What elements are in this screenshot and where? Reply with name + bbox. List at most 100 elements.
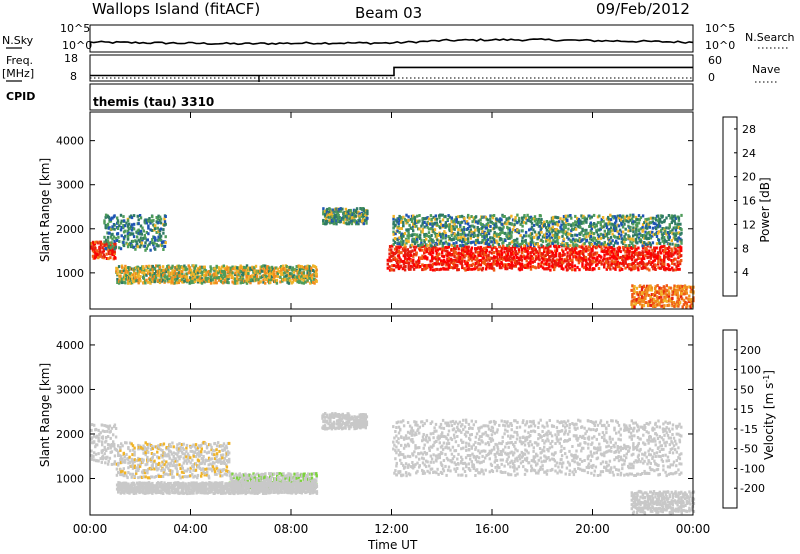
echo-cell [151, 264, 154, 268]
echo-cell [673, 219, 676, 223]
echo-cell [504, 239, 507, 242]
echo-cell [465, 264, 469, 268]
echo-cell [436, 233, 439, 237]
echo-cell [626, 246, 629, 249]
echo-cell [142, 276, 146, 280]
echo-cell [452, 220, 455, 224]
echo-cell [643, 262, 646, 266]
echo-cell [582, 257, 586, 261]
echo-cell [646, 292, 649, 296]
echo-cell [457, 268, 460, 272]
echo-cell [388, 248, 392, 252]
echo-cell [585, 267, 589, 270]
echo-cell [121, 469, 124, 473]
echo-cell [515, 259, 519, 263]
echo-cell [448, 215, 452, 219]
echo-cell [132, 214, 136, 218]
echo-cell [101, 246, 104, 250]
echo-cell [660, 262, 663, 266]
echo-cell [337, 214, 340, 217]
echo-cell [620, 233, 623, 237]
echo-cell [110, 462, 114, 466]
echo-cell [140, 457, 144, 461]
echo-cell [588, 252, 592, 256]
echo-cell [614, 260, 618, 264]
echo-cell [500, 218, 503, 222]
echo-cell [483, 215, 486, 219]
echo-cell [508, 248, 511, 252]
echo-cell [131, 458, 135, 462]
echo-cell [551, 265, 555, 269]
echo-cell [605, 267, 608, 271]
echo-cell [426, 225, 429, 229]
echo-cell [200, 281, 204, 285]
echo-cell [619, 250, 622, 254]
echo-cell [122, 275, 126, 279]
echo-cell [680, 246, 683, 250]
echo-cell [130, 214, 133, 218]
echo-cell [609, 256, 612, 260]
echo-cell [585, 228, 588, 232]
echo-cell [296, 280, 299, 284]
echo-cell [516, 261, 519, 265]
echo-cell [173, 464, 176, 468]
echo-cell [603, 244, 606, 248]
echo-cell [388, 252, 391, 256]
echo-cell [477, 268, 480, 272]
echo-cell [404, 265, 407, 268]
echo-cell [650, 298, 654, 302]
echo-cell [652, 305, 655, 308]
echo-cell [106, 429, 109, 433]
echo-cell [154, 236, 157, 240]
echo-cell [517, 248, 521, 252]
echo-cell [139, 266, 142, 270]
echo-cell [530, 238, 534, 242]
echo-cell [496, 258, 500, 262]
echo-cell [537, 251, 540, 255]
echo-cell [631, 217, 634, 221]
echo-cell [450, 247, 453, 251]
echo-cell [488, 258, 491, 262]
echo-cell [450, 257, 453, 261]
echo-cell [552, 229, 555, 233]
echo-cell [500, 249, 503, 253]
echo-cell [440, 259, 443, 263]
echo-cell [560, 223, 563, 227]
echo-cell [556, 216, 560, 220]
echo-cell [639, 302, 642, 306]
echo-cell [228, 273, 231, 277]
echo-cell [655, 246, 658, 250]
echo-cell [113, 214, 116, 218]
echo-cell [404, 219, 408, 222]
echo-cell [680, 284, 683, 288]
echo-cell [674, 222, 677, 226]
echo-cell [617, 224, 621, 228]
echo-cell [545, 220, 549, 223]
echo-cell [101, 440, 104, 444]
echo-cell [164, 235, 167, 239]
echo-cell [194, 468, 198, 472]
echo-cell [109, 219, 113, 223]
echo-cell [140, 476, 144, 479]
echo-cell [670, 252, 673, 256]
echo-cell [688, 294, 691, 298]
echo-cell [242, 277, 245, 281]
echo-cell [286, 277, 289, 281]
echo-cell [624, 256, 627, 260]
echo-cell [434, 234, 437, 238]
echo-cell [176, 274, 179, 278]
echo-cell [189, 456, 192, 460]
echo-cell [122, 474, 125, 478]
echo-cell [673, 214, 676, 218]
echo-cell [530, 221, 534, 225]
echo-cell [522, 220, 526, 224]
echo-cell [198, 277, 202, 281]
echo-cell [589, 221, 592, 225]
echo-cell [477, 230, 481, 234]
echo-cell [227, 275, 230, 279]
echo-cell [669, 251, 672, 255]
echo-cell [442, 267, 446, 271]
echo-cell [204, 276, 208, 280]
echo-cell [137, 443, 140, 447]
